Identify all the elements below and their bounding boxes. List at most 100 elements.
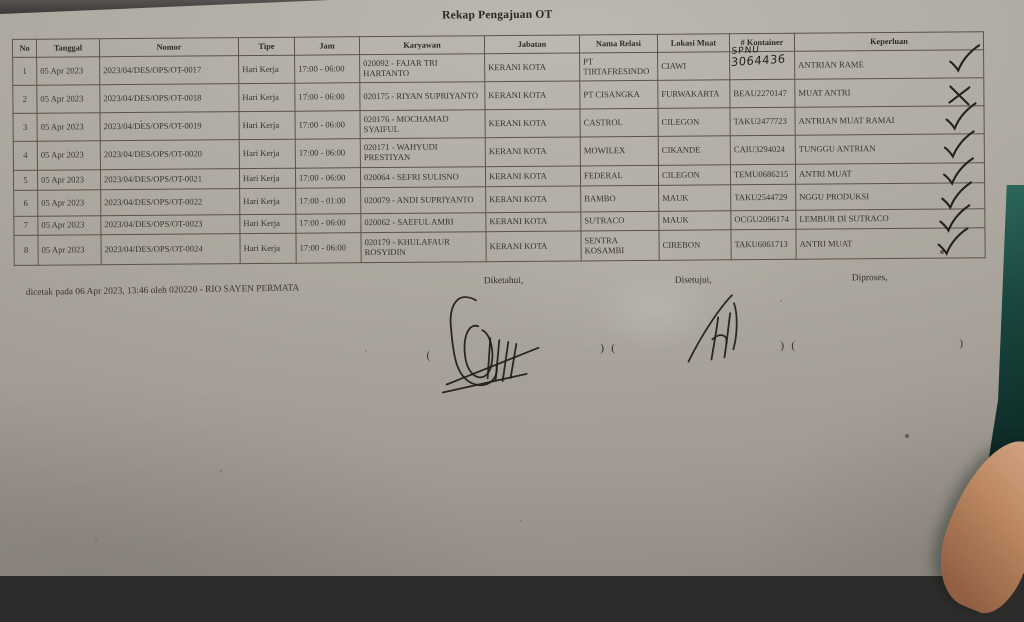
- cell-tipe: Hari Kerja: [239, 168, 296, 189]
- cell-lokasi: CIREBON: [658, 229, 732, 261]
- cell-lokasi: MAUK: [658, 210, 731, 231]
- signature-paren: ): [959, 337, 964, 350]
- cell-tanggal: 05 Apr 2023: [37, 140, 101, 171]
- cell-kontainer: TAKU6061713: [730, 229, 797, 260]
- cell-kontainer: BEAU2270147: [729, 79, 795, 108]
- cell-nomor: 2023/04/DES/OPS/OT-0021: [100, 168, 240, 190]
- cell-jabatan: KERANI KOTA: [485, 165, 581, 187]
- signature-disetujui: [687, 294, 738, 363]
- cell-karyawan: 020079 - ANDI SUPRIYANTO: [360, 186, 486, 214]
- cell-karyawan: 020092 - FAJAR TRI HARTANTO: [359, 53, 485, 83]
- cell-lokasi: CILEGON: [658, 164, 731, 186]
- cell-kontainer: CAIU3294024: [730, 135, 796, 165]
- handwritten-checkmark: [941, 181, 973, 210]
- cell-tanggal: 05 Apr 2023: [37, 189, 101, 217]
- cell-jam: 17:00 - 06:00: [294, 82, 361, 112]
- cell-jabatan: KERANI KOTA: [484, 80, 581, 110]
- cell-nomor: 2023/04/DES/OPS/OT-0017: [99, 55, 239, 85]
- handwritten-checkmark: [942, 157, 974, 186]
- col-header-nama-relasi: Nama Relasi: [579, 34, 658, 53]
- cell-karyawan: 020062 - SAEFUL AMRI: [360, 212, 486, 233]
- sign-label-diproses: Diproses,: [851, 273, 888, 284]
- handwritten-container-number: SPNU 3064436: [731, 44, 796, 69]
- cell-jabatan: KERANI KOTA: [485, 108, 581, 138]
- cell-jam: 17:00 - 06:00: [295, 138, 361, 169]
- table-row: 8 05 Apr 2023 2023/04/DES/OPS/OT-0024 Hari …: [13, 227, 986, 266]
- cell-kontainer: TAKU2477723: [729, 107, 796, 136]
- paper-sheet: [0, 0, 1024, 576]
- cell-jam: 17:00 - 06:00: [295, 110, 361, 140]
- sign-label-disetujui: Disetujui,: [674, 275, 712, 286]
- cell-karyawan: 020176 - MOCHAMAD SYAIFUL: [360, 109, 486, 139]
- cell-relasi: SUTRACO: [580, 211, 659, 231]
- cell-no: 3: [13, 113, 38, 142]
- signature-paren: ): [600, 342, 605, 355]
- cell-jam: 17:00 - 06:00: [294, 54, 360, 84]
- col-header-tipe: Tipe: [238, 37, 295, 56]
- handwritten-checkmark: [937, 227, 969, 256]
- printed-footer-note: dicetak pada 06 Apr 2023, 13:46 oleh 020…: [25, 283, 300, 299]
- cell-nomor: 2023/04/DES/OPS/OT-0023: [100, 214, 240, 235]
- handwritten-checkmark: [939, 204, 971, 233]
- col-header-lokasi-muat: Lokasi Muat: [657, 33, 730, 53]
- cell-jam: 17:00 - 06:00: [295, 167, 361, 189]
- cell-tipe: Hari Kerja: [239, 188, 296, 215]
- handwritten-checkmark: [943, 130, 975, 159]
- cell-tipe: Hari Kerja: [239, 233, 297, 264]
- signature-diketahui: [441, 296, 540, 394]
- cell-tipe: Hari Kerja: [238, 55, 295, 84]
- cell-no: 1: [12, 57, 37, 86]
- cell-karyawan: 020175 - RIYAN SUPRIYANTO: [359, 81, 486, 111]
- col-header-tanggal: Tanggal: [36, 38, 100, 58]
- cell-tanggal: 05 Apr 2023: [37, 234, 102, 266]
- col-header-nomor: Nomor: [99, 37, 239, 57]
- cell-tanggal: 05 Apr 2023: [36, 84, 101, 114]
- cell-tanggal: 05 Apr 2023: [37, 169, 101, 191]
- col-header-jam: Jam: [294, 36, 360, 56]
- handwritten-row-marks: [0, 0, 1022, 256]
- cell-nomor: 2023/04/DES/OPS/OT-0020: [100, 139, 240, 170]
- cell-tipe: Hari Kerja: [239, 214, 296, 234]
- cell-jabatan: KERANI KOTA: [485, 136, 581, 167]
- cell-lokasi: CILEGON: [657, 107, 731, 137]
- cell-lokasi: CIKANDE: [658, 135, 731, 166]
- handwritten-xmark: [948, 85, 971, 106]
- cell-relasi: PT CISANGKA: [579, 80, 658, 109]
- col-header-no: No: [12, 39, 37, 58]
- cell-tipe: Hari Kerja: [239, 139, 296, 169]
- signature-paren: (: [791, 339, 796, 352]
- cell-jabatan: KERANI KOTA: [485, 185, 581, 213]
- cell-no: 6: [13, 190, 38, 217]
- cell-kontainer: OCGU2096174: [730, 210, 796, 230]
- cell-no: 4: [13, 141, 38, 171]
- signature-paren: ): [780, 339, 785, 352]
- cell-jam: 17:00 - 06:00: [295, 213, 361, 234]
- cell-tanggal: 05 Apr 2023: [37, 215, 101, 236]
- cell-relasi: SENTRA KOSAMBI: [580, 230, 660, 261]
- col-header-karyawan: Karyawan: [359, 35, 485, 55]
- cell-kontainer: TEMU0686215: [730, 164, 796, 185]
- cell-nomor: 2023/04/DES/OPS/OT-0024: [100, 233, 241, 265]
- cell-tanggal: 05 Apr 2023: [37, 112, 101, 142]
- cell-relasi: FEDERAL: [580, 165, 659, 186]
- cell-kontainer: TAKU2544729: [730, 184, 796, 211]
- cell-nomor: 2023/04/DES/OPS/OT-0022: [100, 188, 240, 216]
- cell-tanggal: 05 Apr 2023: [36, 56, 100, 86]
- cell-relasi: CASTROL: [580, 108, 659, 137]
- signature-paren: (: [426, 349, 431, 362]
- signature-paren: (: [611, 342, 616, 355]
- cell-karyawan: 020171 - WAHYUDI PRESTIYAN: [360, 137, 486, 168]
- printed-content: Rekap Pengajuan OT No Tanggal Nomor Tipe…: [0, 0, 1022, 394]
- cell-no: 7: [13, 216, 38, 236]
- ot-recap-table: No Tanggal Nomor Tipe Jam Karyawan Jabat…: [12, 31, 986, 266]
- cell-tipe: Hari Kerja: [238, 83, 296, 112]
- cell-jam: 17:00 - 06:00: [295, 232, 362, 264]
- cell-relasi: PT TIRTAFRESINDO: [579, 52, 658, 81]
- cell-jabatan: KERANI KOTA: [485, 211, 581, 232]
- cell-tipe: Hari Kerja: [239, 111, 296, 140]
- cell-lokasi: CIAWI: [657, 51, 730, 81]
- cell-no: 5: [13, 170, 38, 191]
- col-header-jabatan: Jabatan: [484, 34, 580, 54]
- cell-jabatan: KERANI KOTA: [485, 230, 582, 262]
